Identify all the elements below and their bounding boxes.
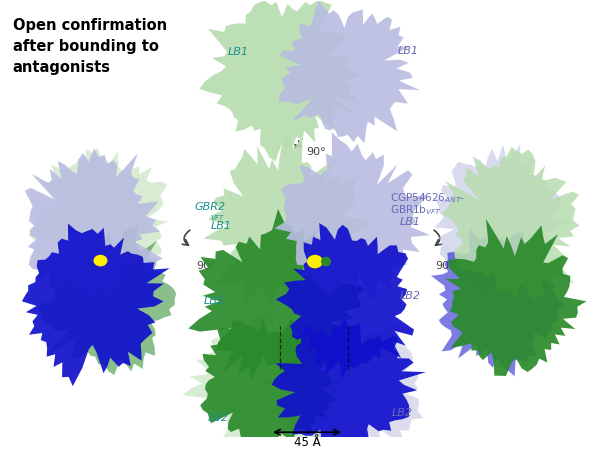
Text: LB1: LB1 [211, 220, 232, 231]
Text: 90°: 90° [436, 261, 455, 270]
Text: LB2: LB2 [391, 408, 412, 418]
Polygon shape [434, 144, 569, 300]
Text: 45 Å: 45 Å [293, 436, 320, 449]
Polygon shape [25, 148, 163, 304]
Polygon shape [199, 0, 360, 162]
Text: LB1: LB1 [400, 217, 421, 227]
Polygon shape [445, 219, 587, 376]
Text: GBR1b$_{VFT}$: GBR1b$_{VFT}$ [390, 203, 442, 217]
Polygon shape [22, 224, 170, 386]
Ellipse shape [321, 256, 331, 266]
Text: 90°: 90° [306, 147, 326, 157]
Text: Open confirmation
after bounding to
antagonists: Open confirmation after bounding to anta… [13, 18, 167, 75]
Polygon shape [182, 314, 347, 450]
Text: LB2: LB2 [208, 413, 229, 423]
Polygon shape [431, 229, 565, 376]
Polygon shape [279, 1, 420, 143]
Polygon shape [200, 318, 336, 450]
Polygon shape [259, 319, 423, 450]
Text: LB1: LB1 [397, 46, 418, 56]
Ellipse shape [307, 255, 323, 268]
Text: GBR2: GBR2 [194, 202, 225, 212]
Polygon shape [275, 223, 414, 379]
Text: LB1: LB1 [227, 47, 248, 57]
Polygon shape [274, 132, 430, 298]
Ellipse shape [94, 255, 107, 266]
Text: CGP54626$_{ANT}$-: CGP54626$_{ANT}$- [390, 192, 465, 205]
Text: $_{VFT}$: $_{VFT}$ [210, 213, 225, 223]
Polygon shape [442, 147, 580, 303]
Polygon shape [37, 226, 176, 375]
Text: LB2: LB2 [204, 296, 225, 306]
Text: 90°: 90° [196, 261, 216, 270]
Text: 90°: 90° [322, 333, 341, 342]
Polygon shape [28, 148, 168, 304]
Text: LB2: LB2 [400, 292, 421, 302]
Polygon shape [272, 318, 426, 450]
Polygon shape [188, 209, 365, 387]
Polygon shape [203, 136, 370, 306]
